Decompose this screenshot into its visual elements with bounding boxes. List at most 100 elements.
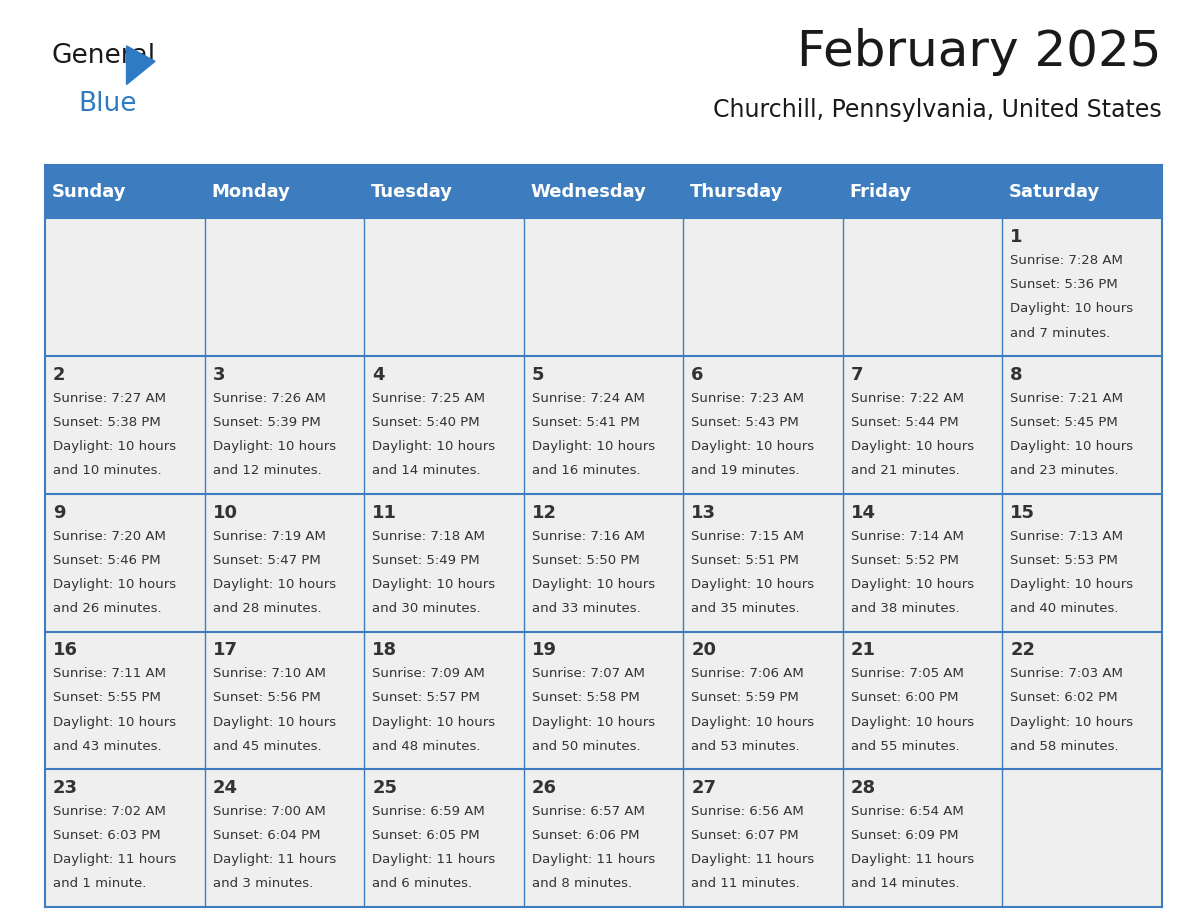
Text: 12: 12 [532,503,557,521]
Bar [45,356,204,494]
Text: 18: 18 [372,641,397,659]
Text: 17: 17 [213,641,238,659]
Bar [683,356,842,494]
Text: Daylight: 11 hours: Daylight: 11 hours [851,854,974,867]
Bar [204,494,365,632]
Bar [842,632,1003,769]
Bar [365,218,524,356]
Text: 15: 15 [1010,503,1035,521]
Text: Daylight: 10 hours: Daylight: 10 hours [53,441,176,453]
Text: Sunrise: 7:05 AM: Sunrise: 7:05 AM [851,667,963,680]
Bar [365,494,524,632]
Text: and 1 minute.: and 1 minute. [53,878,146,890]
Text: February 2025: February 2025 [797,28,1162,75]
Text: Sunrise: 7:20 AM: Sunrise: 7:20 AM [53,530,166,543]
Bar [45,494,204,632]
Bar [524,356,683,494]
Bar [45,165,1162,218]
Text: Daylight: 10 hours: Daylight: 10 hours [372,578,495,591]
Text: Sunrise: 7:07 AM: Sunrise: 7:07 AM [532,667,645,680]
Text: and 43 minutes.: and 43 minutes. [53,740,162,753]
Text: Sunset: 5:38 PM: Sunset: 5:38 PM [53,416,160,429]
Bar [524,494,683,632]
Text: Sunset: 6:03 PM: Sunset: 6:03 PM [53,829,160,842]
Text: Sunday: Sunday [51,183,126,201]
Text: Sunset: 5:44 PM: Sunset: 5:44 PM [851,416,959,429]
Text: Monday: Monday [211,183,290,201]
Text: Daylight: 11 hours: Daylight: 11 hours [213,854,336,867]
Bar [842,494,1003,632]
Bar [45,632,204,769]
Text: Sunrise: 7:26 AM: Sunrise: 7:26 AM [213,392,326,405]
Text: and 55 minutes.: and 55 minutes. [851,740,960,753]
Bar [683,218,842,356]
Text: Sunrise: 7:02 AM: Sunrise: 7:02 AM [53,805,166,818]
Text: 26: 26 [532,778,557,797]
Text: and 8 minutes.: and 8 minutes. [532,878,632,890]
Bar [204,356,365,494]
Text: Sunrise: 7:00 AM: Sunrise: 7:00 AM [213,805,326,818]
Text: and 48 minutes.: and 48 minutes. [372,740,481,753]
Bar [683,632,842,769]
Text: Friday: Friday [849,183,911,201]
Text: Daylight: 10 hours: Daylight: 10 hours [691,441,814,453]
Text: and 33 minutes.: and 33 minutes. [532,602,640,615]
Text: Sunrise: 6:57 AM: Sunrise: 6:57 AM [532,805,645,818]
Text: Sunrise: 7:23 AM: Sunrise: 7:23 AM [691,392,804,405]
Bar [1003,356,1162,494]
Text: and 53 minutes.: and 53 minutes. [691,740,800,753]
Bar [842,356,1003,494]
Text: Sunrise: 7:27 AM: Sunrise: 7:27 AM [53,392,166,405]
Bar [204,632,365,769]
Text: 23: 23 [53,778,78,797]
Text: and 16 minutes.: and 16 minutes. [532,465,640,477]
Text: Sunrise: 7:15 AM: Sunrise: 7:15 AM [691,530,804,543]
Text: Sunset: 6:06 PM: Sunset: 6:06 PM [532,829,639,842]
Text: Daylight: 10 hours: Daylight: 10 hours [532,441,655,453]
Text: Sunset: 5:56 PM: Sunset: 5:56 PM [213,691,321,704]
Text: and 14 minutes.: and 14 minutes. [372,465,481,477]
Text: Sunrise: 7:22 AM: Sunrise: 7:22 AM [851,392,963,405]
Text: Daylight: 10 hours: Daylight: 10 hours [851,716,974,729]
Text: 1: 1 [1010,228,1023,246]
Text: and 19 minutes.: and 19 minutes. [691,465,800,477]
Text: Tuesday: Tuesday [371,183,453,201]
Bar [1003,769,1162,907]
Text: Sunrise: 7:18 AM: Sunrise: 7:18 AM [372,530,485,543]
Text: Sunset: 6:07 PM: Sunset: 6:07 PM [691,829,798,842]
Text: Daylight: 10 hours: Daylight: 10 hours [53,578,176,591]
Text: 27: 27 [691,778,716,797]
Polygon shape [126,46,154,84]
Text: Daylight: 10 hours: Daylight: 10 hours [532,578,655,591]
Text: Sunrise: 6:56 AM: Sunrise: 6:56 AM [691,805,804,818]
Text: and 30 minutes.: and 30 minutes. [372,602,481,615]
Bar [683,769,842,907]
Text: and 3 minutes.: and 3 minutes. [213,878,312,890]
Text: Sunset: 5:46 PM: Sunset: 5:46 PM [53,554,160,566]
Text: Daylight: 10 hours: Daylight: 10 hours [213,441,336,453]
Text: Sunset: 6:02 PM: Sunset: 6:02 PM [1010,691,1118,704]
Text: and 38 minutes.: and 38 minutes. [851,602,960,615]
Bar [365,632,524,769]
Text: Sunrise: 7:24 AM: Sunrise: 7:24 AM [532,392,645,405]
Text: and 21 minutes.: and 21 minutes. [851,465,960,477]
Text: Daylight: 10 hours: Daylight: 10 hours [372,716,495,729]
Bar [45,769,204,907]
Text: and 10 minutes.: and 10 minutes. [53,465,162,477]
Text: 7: 7 [851,366,864,384]
Text: 28: 28 [851,778,876,797]
Text: Sunset: 5:50 PM: Sunset: 5:50 PM [532,554,639,566]
Text: Sunrise: 7:09 AM: Sunrise: 7:09 AM [372,667,485,680]
Text: Daylight: 11 hours: Daylight: 11 hours [372,854,495,867]
Text: Daylight: 10 hours: Daylight: 10 hours [372,441,495,453]
Text: and 11 minutes.: and 11 minutes. [691,878,800,890]
Text: Sunrise: 7:21 AM: Sunrise: 7:21 AM [1010,392,1124,405]
Text: Sunset: 5:55 PM: Sunset: 5:55 PM [53,691,162,704]
Text: General: General [51,43,156,69]
Text: Daylight: 10 hours: Daylight: 10 hours [851,578,974,591]
Text: Daylight: 10 hours: Daylight: 10 hours [1010,578,1133,591]
Bar [1003,494,1162,632]
Text: Sunrise: 6:59 AM: Sunrise: 6:59 AM [372,805,485,818]
Text: Daylight: 11 hours: Daylight: 11 hours [691,854,815,867]
Bar [683,494,842,632]
